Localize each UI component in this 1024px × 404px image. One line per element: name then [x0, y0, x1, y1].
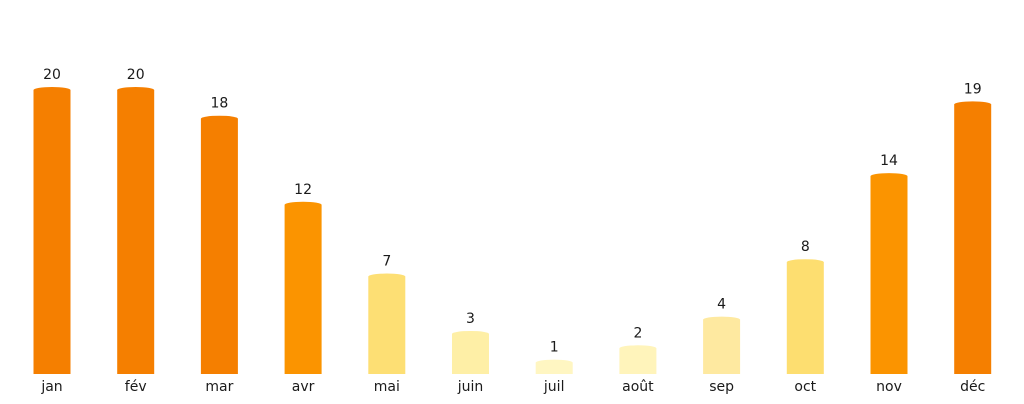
- bar-avr: [284, 201, 322, 374]
- value-label-août: 2: [633, 325, 642, 341]
- bar-juin: [452, 330, 489, 374]
- value-label-juin: 3: [466, 311, 475, 327]
- bar-cap: [535, 359, 573, 366]
- x-tick-label-jan: jan: [40, 379, 62, 395]
- bar-cap: [619, 345, 657, 352]
- x-tick-label-mar: mar: [205, 379, 233, 395]
- x-tick-label-déc: déc: [960, 379, 985, 395]
- x-tick-label-fév: fév: [125, 379, 147, 395]
- bar-cap: [703, 316, 741, 323]
- value-label-mai: 7: [382, 254, 391, 270]
- bar-body: [619, 348, 657, 374]
- bar-nov: [870, 173, 908, 374]
- x-tick-label-juil: juil: [543, 379, 565, 395]
- x-tick-label-mai: mai: [374, 379, 400, 395]
- bar-body: [703, 319, 741, 374]
- value-label-sep: 4: [717, 297, 726, 313]
- value-label-oct: 8: [801, 239, 810, 255]
- bar-août: [619, 345, 657, 374]
- bar-fév: [117, 87, 155, 374]
- bar-oct: [786, 259, 824, 374]
- bar-body: [954, 104, 992, 374]
- bar-cap: [954, 101, 992, 108]
- x-tick-labels-layer: jan fév mar avr mai juin juil août sep oct nov déc: [40, 379, 985, 395]
- bar-cap: [284, 201, 322, 208]
- bar-cap: [368, 273, 406, 280]
- x-tick-label-nov: nov: [876, 379, 902, 395]
- bar-cap: [870, 173, 908, 180]
- x-tick-label-juin: juin: [457, 379, 484, 395]
- bars-layer: [33, 87, 992, 374]
- bar-cap: [117, 87, 155, 93]
- bar-body: [33, 90, 71, 374]
- bar-cap: [200, 115, 238, 122]
- bar-body: [786, 262, 824, 374]
- x-tick-label-avr: avr: [292, 379, 315, 395]
- bar-body: [452, 333, 489, 374]
- bar-juil: [535, 359, 573, 374]
- bar-sep: [703, 316, 741, 374]
- bar-body: [284, 204, 322, 374]
- bar-body: [368, 276, 406, 374]
- bar-cap: [452, 330, 489, 337]
- x-tick-label-août: août: [622, 379, 654, 395]
- value-label-fév: 20: [127, 67, 145, 83]
- bar-mai: [368, 273, 406, 374]
- bar-body: [535, 362, 573, 374]
- bar-mar: [200, 115, 238, 374]
- value-label-nov: 14: [880, 153, 898, 169]
- value-label-avr: 12: [294, 182, 312, 198]
- bar-cap: [33, 87, 71, 93]
- bar-body: [870, 176, 908, 374]
- bar-déc: [954, 101, 992, 374]
- bar-jan: [33, 87, 71, 374]
- value-label-déc: 19: [964, 81, 982, 97]
- value-label-mar: 18: [210, 96, 228, 112]
- x-tick-label-oct: oct: [794, 379, 816, 395]
- bar-body: [117, 90, 155, 374]
- bar-body: [200, 118, 238, 374]
- value-label-juil: 1: [550, 340, 559, 356]
- x-tick-label-sep: sep: [709, 379, 734, 395]
- value-label-jan: 20: [43, 67, 61, 83]
- bar-cap: [786, 259, 824, 266]
